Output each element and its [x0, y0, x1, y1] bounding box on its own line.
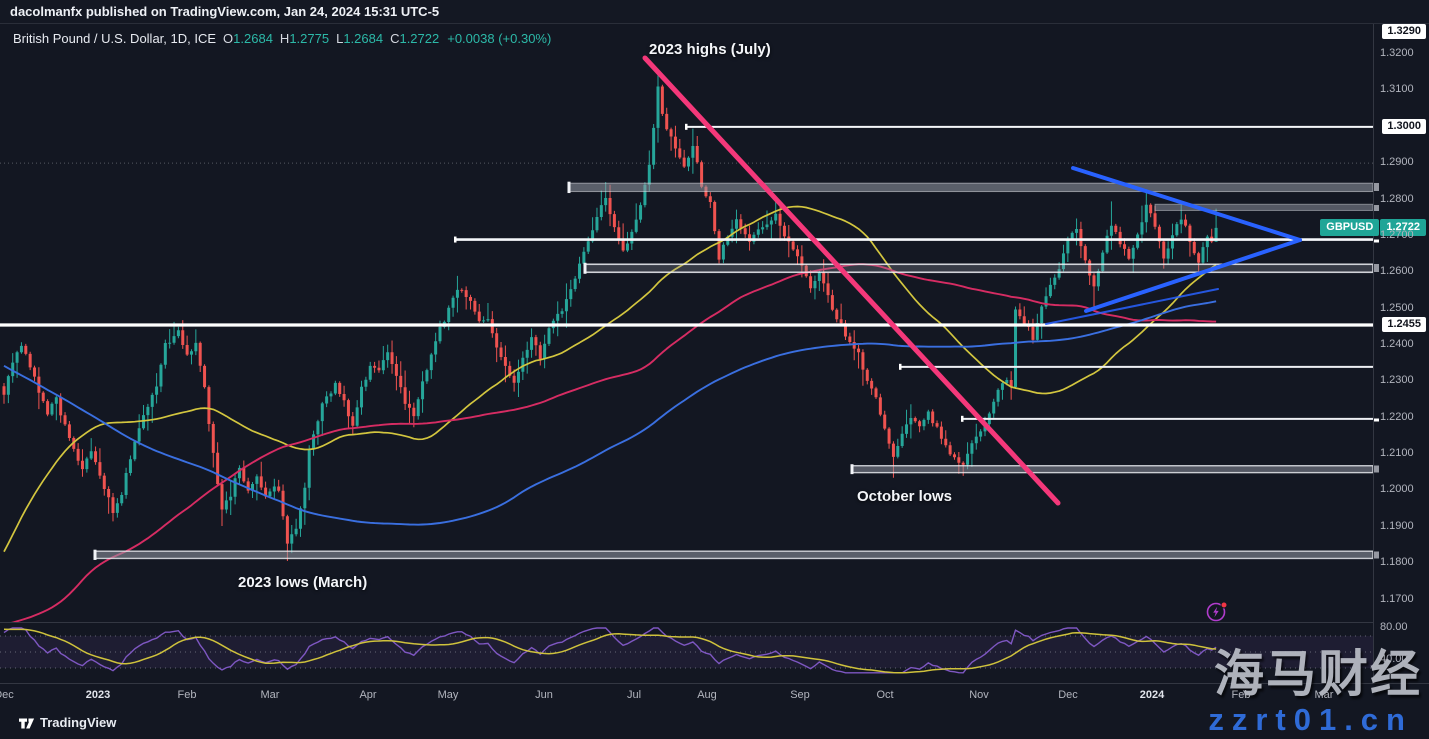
time-axis-label: Nov	[969, 689, 989, 701]
price-axis-label: 1.3100	[1380, 83, 1414, 96]
time-axis-label: 2023	[85, 689, 111, 701]
ohlc-value: 1.2684	[343, 31, 384, 46]
rsi-axis-label: 80.00	[1380, 621, 1408, 633]
tradingview-logo-text: TradingView	[40, 715, 117, 730]
ohlc-value: 1.2775	[289, 31, 330, 46]
time-axis-label: Dec	[1058, 689, 1078, 701]
price-axis-label: 1.1700	[1380, 592, 1414, 605]
support-line-thin	[1045, 288, 1219, 325]
pane-frame	[0, 24, 1429, 684]
price-axis-label: 1.2300	[1380, 374, 1414, 387]
ohlc-values: O1.2684 H1.2775 L1.2684 C1.2722	[216, 31, 439, 46]
wedge-upper	[1071, 166, 1302, 242]
time-axis-label: Dec	[0, 689, 14, 701]
wedge-lower	[1084, 238, 1302, 313]
rsi-axis-label: 40.00	[1380, 653, 1408, 665]
moving-averages	[3, 205, 1217, 622]
ohlc-value: 1.2722	[399, 31, 440, 46]
price-axis-label: 1.2800	[1380, 192, 1414, 205]
time-axis-label: May	[437, 689, 459, 701]
support-resistance-levels	[0, 123, 1373, 560]
time-axis-label: Mar	[1314, 689, 1334, 701]
ma-line-200	[3, 300, 1217, 526]
price-axis-label: 1.2000	[1380, 483, 1414, 496]
tradingview-logo-icon	[19, 718, 35, 729]
symbol-legend: British Pound / U.S. Dollar, 1D, ICE O1.2…	[13, 31, 551, 46]
price-axis-label: 1.2600	[1380, 265, 1414, 278]
time-axis-label: Jul	[626, 689, 642, 701]
time-axis-label: 2024	[1139, 689, 1165, 701]
candlestick-series	[2, 75, 1218, 561]
time-axis-label: Feb	[177, 689, 197, 701]
ohlc-key: H	[279, 31, 290, 46]
tradingview-logo[interactable]: TradingView	[18, 715, 116, 730]
trendlines	[642, 55, 1302, 506]
annotation-2023-lows: 2023 lows (March)	[238, 574, 368, 591]
rsi-line	[3, 627, 1217, 674]
watermark-url: zzrt01.cn	[1208, 702, 1413, 737]
descending-trendline	[642, 55, 1061, 506]
price-axis-badge: 1.3000	[1382, 118, 1426, 134]
price-axis-label: 1.2700	[1380, 228, 1414, 241]
ohlc-key: C	[390, 31, 400, 46]
change-value: +0.0038 (+0.30%)	[447, 31, 552, 46]
annotation-2023-highs: 2023 highs (July)	[649, 41, 771, 58]
ohlc-key: L	[336, 31, 344, 46]
ohlc-value: 1.2684	[233, 31, 273, 46]
time-axis-label: Oct	[876, 689, 894, 701]
rsi-indicator	[0, 627, 1373, 674]
pane-separator[interactable]	[0, 622, 1373, 624]
time-axis-label: Aug	[697, 689, 717, 701]
time-axis-label: Apr	[359, 689, 377, 701]
watermark-cjk: 海马财经	[1214, 646, 1422, 702]
symbol-badge-label: GBPUSD	[1320, 219, 1380, 236]
price-axis-label: 1.2400	[1380, 337, 1414, 350]
price-axis-badge: 1.3290	[1382, 24, 1426, 39]
flash-idea-icon[interactable]	[1204, 599, 1230, 625]
price-axis-label: 1.1900	[1380, 519, 1414, 532]
price-axis-label: 1.2100	[1380, 447, 1414, 460]
axis-tick-marks	[1374, 183, 1379, 559]
ohlc-key: O	[223, 31, 234, 46]
price-axis-label: 1.3200	[1380, 47, 1414, 60]
symbol-title: British Pound / U.S. Dollar, 1D, ICE	[13, 31, 217, 46]
published-bar: dacolmanfx published on TradingView.com,…	[0, 0, 1429, 24]
last-price-value: 1.2722	[1380, 219, 1426, 236]
time-axis-label: Jun	[535, 689, 553, 701]
ma-line-100	[11, 263, 1217, 622]
annotation-october-lows: October lows	[857, 488, 953, 505]
time-axis-label: Feb	[1231, 689, 1251, 701]
price-axis-label: 1.2500	[1380, 301, 1414, 314]
time-axis-label: Sep	[790, 689, 810, 701]
time-axis-label: Mar	[260, 689, 280, 701]
price-axis-label: 1.1800	[1380, 556, 1414, 569]
rsi-ma-line	[3, 628, 1217, 674]
ma-line-50	[3, 205, 1217, 553]
price-axis-label: 1.2900	[1380, 156, 1414, 169]
price-axis-badge: 1.2455	[1382, 317, 1426, 332]
price-axis-label: 1.2200	[1380, 410, 1414, 423]
published-text: dacolmanfx published on TradingView.com,…	[10, 4, 440, 19]
last-price-badge: GBPUSD 1.2722	[1320, 219, 1426, 236]
